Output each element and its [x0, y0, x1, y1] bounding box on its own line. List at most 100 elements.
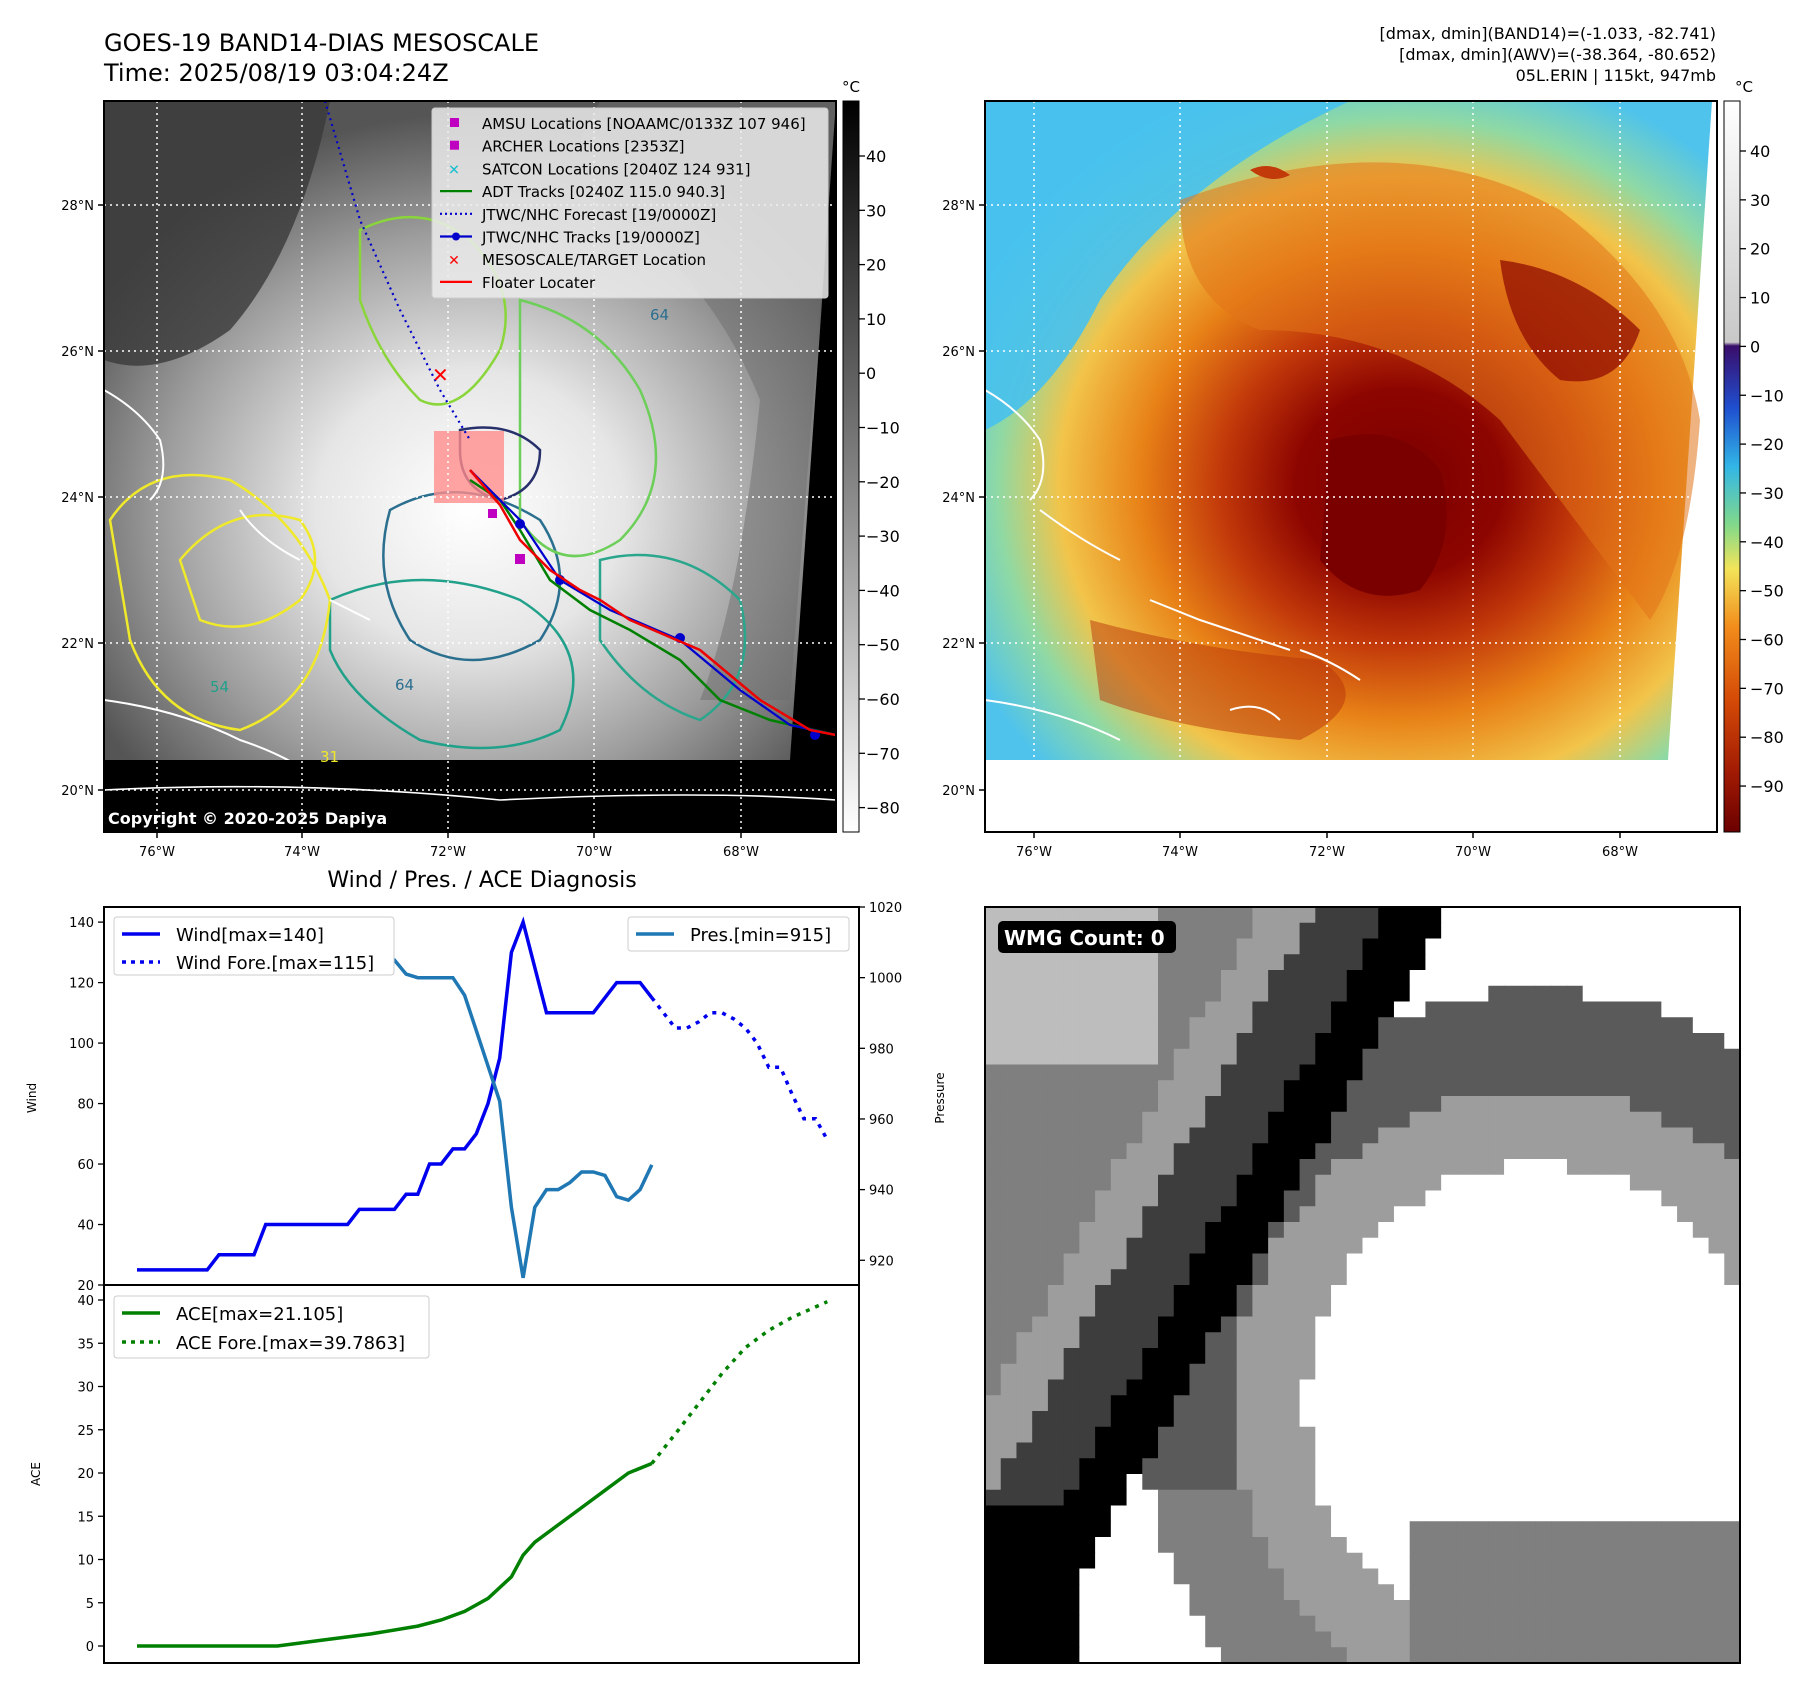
color-cb-tick: 30 [1750, 191, 1770, 210]
lon-tick-label: 76°W [139, 845, 175, 860]
ace-tick-label: 20 [77, 1467, 94, 1482]
ir-color-map: 76°W 74°W 72°W 70°W 68°W 28°N 26°N 24°N 22°N 20°… [942, 100, 1718, 860]
color-cb-tick: −10 [1750, 386, 1784, 405]
wind-tick-label: 40 [77, 1219, 94, 1234]
map1-lon-ticks: 76°W 74°W 72°W 70°W 68°W [139, 832, 759, 860]
gray-colorbar-unit: °C [842, 78, 860, 96]
ace-tick-label: 25 [77, 1424, 94, 1439]
pressure-tick-label: 920 [869, 1254, 894, 1269]
ace-forecast-legend-label: ACE Fore.[max=39.7863] [176, 1333, 405, 1354]
ace-tick-label: 30 [77, 1381, 94, 1396]
gray-cb-tick: 30 [866, 201, 886, 220]
pressure-axis-label: Pressure [933, 1072, 947, 1123]
lat-tick-label: 24°N [61, 491, 94, 506]
color-cb-tick: −90 [1750, 777, 1784, 796]
ace-tick-label: 10 [77, 1554, 94, 1569]
lon-tick-label: 74°W [284, 845, 320, 860]
color-cb-tick: −50 [1750, 582, 1784, 601]
wind-pressure-chart: 140 120 100 80 60 40 20 1020 1000 980 960 940 920 W… [25, 901, 947, 1294]
pressure-tick-label: 940 [869, 1184, 894, 1199]
ace-chart: 40 35 30 25 20 15 10 5 0 ACE ACE[max=21.105] ACE… [29, 1284, 860, 1664]
map1-lat-ticks: 28°N 26°N 24°N 22°N 20°N [61, 199, 104, 799]
wind-forecast-legend-label: Wind Fore.[max=115] [176, 953, 374, 974]
wind-tick-label: 140 [69, 916, 94, 931]
gray-cb-tick: 20 [866, 256, 886, 275]
wind-tick-label: 100 [69, 1037, 94, 1052]
pressure-tick-label: 1020 [869, 901, 902, 916]
gray-cb-tick: −10 [866, 419, 900, 438]
contour-label-2: 31 [320, 748, 339, 766]
lon-tick-label: 70°W [1455, 845, 1491, 860]
ir-gray-map: ✕ 64 31 54 64 Copyright © 2020-2025 Dapi… [61, 100, 837, 860]
ace-series-line-0 [137, 1461, 653, 1648]
color-colorbar-unit: °C [1735, 78, 1753, 96]
color-colorbar: °C 40 30 20 10 0 −10 −20 −30 −40 −50 −60 −70 −80 −90 [1723, 78, 1784, 833]
wmg-count-label: WMG Count: 0 [1004, 926, 1165, 950]
pressure-tick-label: 960 [869, 1113, 894, 1128]
lon-tick-label: 70°W [576, 845, 612, 860]
pressure-legend-label: Pres.[min=915] [690, 925, 831, 946]
lon-tick-label: 76°W [1016, 845, 1052, 860]
gray-cb-tick: 40 [866, 147, 886, 166]
lat-tick-label: 26°N [61, 345, 94, 360]
color-cb-tick: 20 [1750, 240, 1770, 259]
ace-axis-label: ACE [29, 1462, 43, 1486]
color-cb-tick: −80 [1750, 728, 1784, 747]
wmg-panel: WMG Count: 0 [984, 906, 1741, 1664]
ace-tick-label: 40 [77, 1294, 94, 1309]
lon-tick-label: 74°W [1162, 845, 1198, 860]
lat-tick-label: 22°N [61, 637, 94, 652]
map2-lon-ticks: 76°W 74°W 72°W 70°W 68°W [1016, 832, 1638, 860]
gray-colorbar: °C 40 30 20 10 0 −10 −20 −30 −40 −50 −60 −70 −80 [842, 78, 900, 833]
legend-x-marker: ✕ [448, 162, 460, 178]
gray-cb-tick: −70 [866, 744, 900, 763]
color-cb-tick: −30 [1750, 484, 1784, 503]
lon-tick-label: 68°W [723, 845, 759, 860]
lat-tick-label: 28°N [61, 199, 94, 214]
contour-label-3: 54 [210, 678, 229, 696]
map2-lat-ticks: 28°N 26°N 24°N 22°N 20°N [942, 199, 985, 799]
storm-info: 05L.ERIN | 115kt, 947mb [1516, 66, 1716, 85]
lat-tick-label: 26°N [942, 345, 975, 360]
figure-time: Time: 2025/08/19 03:04:24Z [103, 59, 449, 87]
color-cb-tick: −70 [1750, 679, 1784, 698]
contour-label-1: 64 [650, 306, 669, 324]
gray-cb-tick: −30 [866, 527, 900, 546]
legend-entry-label: MESOSCALE/TARGET Location [482, 251, 706, 269]
ace-tick-label: 0 [86, 1640, 94, 1655]
gray-cb-tick: −50 [866, 636, 900, 655]
color-cb-tick: 0 [1750, 337, 1760, 356]
series-line-0 [137, 916, 654, 1272]
legend-entry-label: JTWC/NHC Tracks [19/0000Z] [481, 229, 700, 247]
color-cb-tick: −40 [1750, 533, 1784, 552]
ace-series-line-1 [650, 1300, 829, 1465]
wind-legend-label: Wind[max=140] [176, 925, 324, 946]
lat-tick-label: 22°N [942, 637, 975, 652]
color-cb-tick: −20 [1750, 435, 1784, 454]
contour-label-4: 64 [395, 676, 414, 694]
gray-cb-tick: −60 [866, 690, 900, 709]
gray-cb-tick: 0 [866, 364, 876, 383]
legend-entry-label: Floater Locater [482, 274, 596, 292]
lat-tick-label: 20°N [61, 784, 94, 799]
wind-tick-label: 80 [77, 1098, 94, 1113]
gray-cb-tick: −40 [866, 581, 900, 600]
gray-cb-tick: −80 [866, 799, 900, 818]
ace-tick-label: 5 [86, 1597, 94, 1612]
wind-tick-label: 20 [77, 1279, 94, 1294]
legend-entry-label: ARCHER Locations [2353Z] [482, 138, 685, 156]
ace-legend-label: ACE[max=21.105] [176, 1304, 343, 1325]
stats-band14: [dmax, dmin](BAND14)=(-1.033, -82.741) [1380, 24, 1716, 43]
stats-awv: [dmax, dmin](AWV)=(-38.364, -80.652) [1399, 45, 1716, 64]
lon-tick-label: 68°W [1602, 845, 1638, 860]
color-cb-tick: 10 [1750, 289, 1770, 308]
mesoscale-target-marker: ✕ [432, 363, 449, 387]
gray-cb-tick: −20 [866, 473, 900, 492]
lat-tick-label: 24°N [942, 491, 975, 506]
pressure-tick-label: 980 [869, 1042, 894, 1057]
gray-cb-tick: 10 [866, 310, 886, 329]
ace-tick-label: 15 [77, 1510, 94, 1525]
legend-entry-label: ADT Tracks [0240Z 115.0 940.3] [482, 183, 725, 201]
lat-tick-label: 20°N [942, 784, 975, 799]
